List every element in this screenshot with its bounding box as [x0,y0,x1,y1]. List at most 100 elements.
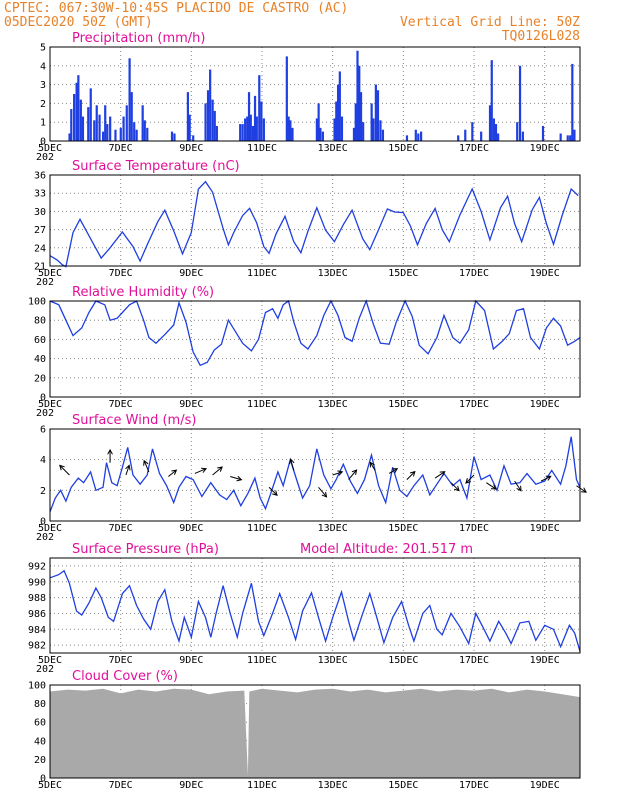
pressure-frame [49,557,581,654]
x-tick-label: 13DEC [318,523,348,534]
x-tick-label: 7DEC [109,523,133,534]
precipitation-bar [244,118,247,141]
precipitation-bar [417,133,420,141]
x-tick-label: 9DEC [179,268,203,279]
y-tick-label: 992 [28,561,46,572]
model-altitude-label: Model Altitude: 201.517 m [300,542,473,557]
precipitation-bar [374,84,377,141]
wind-vector-head [201,467,208,473]
y-tick-label: 988 [28,593,46,604]
precipitation-bar [379,120,382,141]
wind-vector-head [454,485,460,492]
x-tick-label: 19DEC [530,143,560,154]
precipitation-bar [192,135,195,141]
precipitation-bar [75,82,78,141]
x-tick-label: 9DEC [179,655,203,666]
wind-vector-shaft [318,486,327,498]
wind-vector-head [59,464,65,471]
temperature-title: Surface Temperature (nC) [72,159,240,174]
x-tick-label: 17DEC [459,655,489,666]
precipitation-bar [464,129,467,141]
y-tick-label: 2 [40,99,46,110]
precipitation-bar [372,118,375,141]
cloud-cover-area [50,688,580,778]
wind-vector-shaft [59,465,70,476]
wind-vector-shaft [143,460,150,473]
precipitation-bar [488,105,492,141]
x-tick-label: 17DEC [459,268,489,279]
wind-vector-head [337,470,344,476]
wind-vector-head [545,475,552,481]
wind-vector-head [439,471,446,477]
precipitation-bar [206,90,210,141]
precipitation-bar [405,135,409,141]
wind-vector-head [351,469,358,476]
wind-vector-shaft [290,459,295,471]
precipitation-bar [213,110,216,141]
y-tick-label: 40 [34,736,46,747]
x-tick-label: 19DEC [530,268,560,279]
y-tick-label: 0 [40,517,46,528]
precipitation-bar [170,131,174,141]
precipitation-bar [338,71,341,141]
wind-vector-head [465,478,471,484]
precipitation-bar [109,116,112,141]
precipitation-bar [376,90,380,141]
wind-vector-head [143,459,149,466]
wind-vector-shaft [369,462,376,471]
humidity-panel: 0 20 40 60 80 100 5DEC 7DEC 9DEC 11DEC 13DEC 15DEC 1… [28,285,581,419]
wind-frame [49,428,581,522]
y-tick-label: 2 [40,486,46,497]
precipitation-bar [352,127,356,141]
wind-vector-shaft [450,482,460,492]
precipitation-bar [119,127,122,141]
precipitation-bar [79,99,82,141]
y-tick-label: 80 [34,699,46,710]
precipitation-bar [253,95,257,141]
x-tick-label: 5DEC [38,780,62,791]
wind-vector-shaft [230,476,242,481]
cloud-cover-frame [49,684,581,779]
precipitation-bar [173,133,176,141]
x-tick-label: 7DEC [109,655,133,666]
precipitation-bar [73,94,76,141]
precipitation-bar [186,92,189,141]
location-header: CPTEC: 067:30W-10:45S PLACIDO DE CASTRO … [4,1,348,16]
y-tick-label: 0 [40,137,46,148]
x-tick-label: 13DEC [318,780,348,791]
x-tick-label: 5DEC [38,268,62,279]
precipitation-bar [414,129,417,141]
wind-vector-head [171,469,178,475]
precipitation-bar [125,105,128,141]
precipitation-bar [521,131,524,141]
x-tick-label: 5DEC [38,143,62,154]
y-tick-label: 60 [34,718,46,729]
x-tick-label: 17DEC [459,780,489,791]
y-tick-label: 0 [40,393,46,404]
precipitation-bar [333,118,336,141]
pressure-series-line [49,569,581,652]
precipitation-bar [251,125,255,141]
precipitation-bar [135,129,138,141]
wind-vector-head [369,461,375,468]
precipitation-bar [68,133,71,141]
precipitation-bar [215,125,218,141]
x-tick-label: 7DEC [109,143,133,154]
precipitation-bar [457,135,460,141]
precipitation-bar [569,135,572,141]
wind-vector-shaft [540,475,551,482]
x-tick-label: 17DEC [459,399,489,410]
x-tick-label: 5DEC [38,399,62,410]
precipitation-bar [77,75,80,141]
temperature-frame [49,174,581,267]
grid-line-note: Vertical Grid Line: 50Z [400,15,580,30]
x-tick-label: 7DEC [109,399,133,410]
precipitation-bar [130,92,133,141]
wind-vector-shaft [268,486,278,496]
wind-panel: 0 2 4 6 5DEC 7DEC 9DEC 11DEC 13DEC 15DEC 17DEC 19DE… [36,413,587,543]
x-tick-label: 9DEC [179,780,203,791]
precipitation-bar [340,116,344,141]
precipitation-bar [258,75,261,141]
y-tick-label: 27 [34,225,46,236]
